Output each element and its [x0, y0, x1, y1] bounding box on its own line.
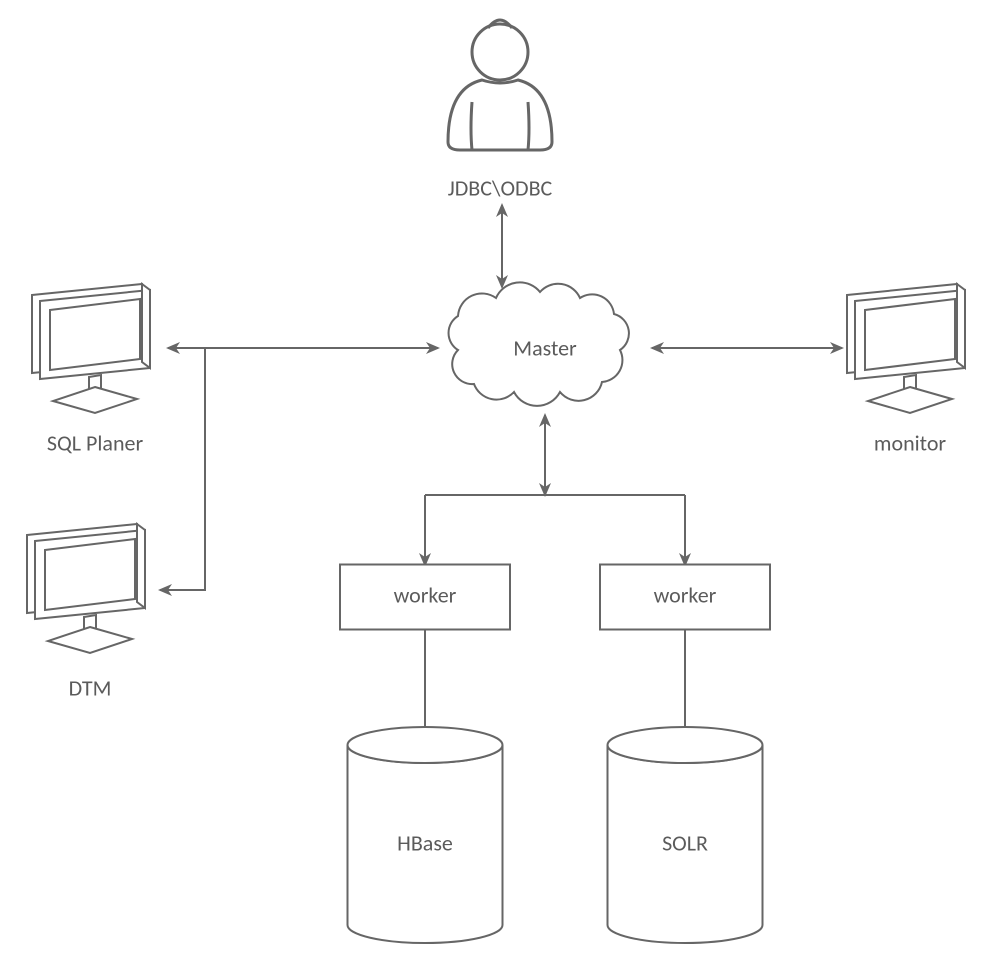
node-sqlplaner [32, 284, 150, 413]
node-solr: SOLR [608, 727, 763, 943]
node-user [448, 20, 552, 150]
node-worker1: worker [340, 565, 510, 630]
label-monitor: monitor [874, 429, 947, 456]
node-master: Master [449, 282, 629, 405]
svg-text:Master: Master [513, 334, 577, 361]
svg-text:worker: worker [394, 581, 457, 608]
architecture-diagram: JDBC\ODBC Master SQL Planer DTM monitor worke… [0, 0, 1000, 960]
label-dtm: DTM [69, 674, 112, 701]
edge [160, 348, 205, 590]
label-sqlplaner: SQL Planer [47, 429, 144, 456]
svg-text:SOLR: SOLR [662, 829, 708, 856]
svg-text:HBase: HBase [397, 829, 453, 856]
node-monitor [847, 284, 965, 413]
node-dtm [27, 524, 145, 653]
svg-text:worker: worker [654, 581, 717, 608]
label-user: JDBC\ODBC [448, 174, 553, 201]
node-worker2: worker [600, 565, 770, 630]
node-hbase: HBase [348, 727, 503, 943]
